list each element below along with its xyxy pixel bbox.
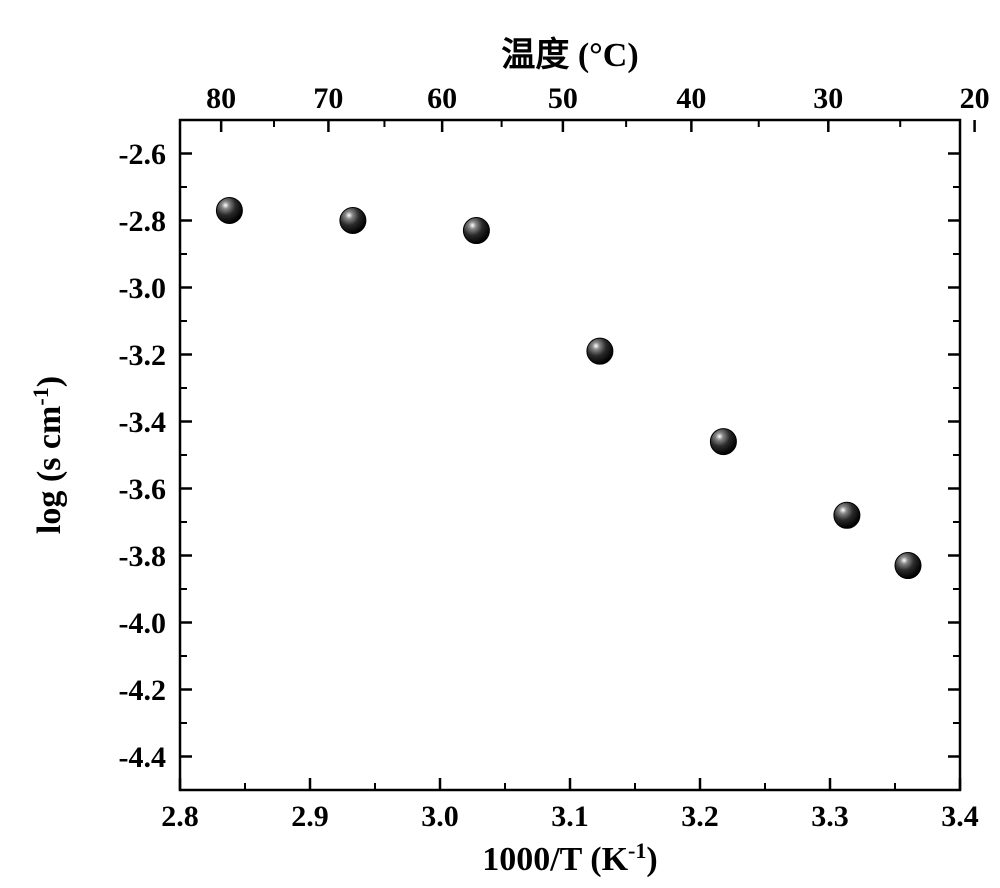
y-left-tick-label: -4.0 xyxy=(119,607,167,640)
y-left-tick-label: -4.2 xyxy=(119,674,167,707)
data-point xyxy=(834,502,860,528)
y-left-tick-label: -2.6 xyxy=(119,138,167,171)
x-top-title: 温度 (°C) xyxy=(501,36,638,74)
y-left-tick-label: -3.8 xyxy=(119,540,167,573)
data-point xyxy=(587,338,613,364)
x-bottom-tick-label: 3.3 xyxy=(811,800,849,833)
chart-container: 2.8 2.9 3.0 3.1 3.2 3.3 3.4 1000/T (K-1) 80 70 60 5… xyxy=(0,0,1000,888)
x-top-tick-label: 20 xyxy=(960,82,990,115)
data-point xyxy=(463,218,489,244)
x-top-tick-label: 60 xyxy=(427,82,457,115)
data-point xyxy=(216,197,242,223)
x-bottom-tick-label: 3.2 xyxy=(681,800,719,833)
y-left-tick-label: -4.4 xyxy=(119,741,167,774)
data-point xyxy=(895,553,921,579)
x-top-tick-label: 80 xyxy=(206,82,236,115)
y-left-tick-label: -3.0 xyxy=(119,272,167,305)
x-bottom-tick-label: 3.4 xyxy=(941,800,979,833)
y-left-title: log (s cm-1) xyxy=(28,376,69,534)
x-bottom-tick-label: 3.1 xyxy=(551,800,589,833)
y-left-tick-label: -3.2 xyxy=(119,339,167,372)
y-left-tick-label: -3.4 xyxy=(119,406,167,439)
data-point xyxy=(710,429,736,455)
x-bottom-tick-label: 3.0 xyxy=(421,800,459,833)
plot-area xyxy=(180,120,960,790)
x-bottom-tick-label: 2.9 xyxy=(291,800,329,833)
x-top-tick-label: 30 xyxy=(813,82,843,115)
x-bottom-tick-label: 2.8 xyxy=(161,800,199,833)
arrhenius-scatter-chart: 2.8 2.9 3.0 3.1 3.2 3.3 3.4 1000/T (K-1) 80 70 60 5… xyxy=(0,0,1000,888)
x-bottom-title: 1000/T (K-1) xyxy=(482,838,658,879)
x-top-tick-label: 50 xyxy=(548,82,578,115)
y-left-tick-label: -2.8 xyxy=(119,205,167,238)
x-top-tick-label: 70 xyxy=(313,82,343,115)
x-top-tick-label: 40 xyxy=(676,82,706,115)
data-point xyxy=(340,208,366,234)
y-left-tick-label: -3.6 xyxy=(119,473,167,506)
